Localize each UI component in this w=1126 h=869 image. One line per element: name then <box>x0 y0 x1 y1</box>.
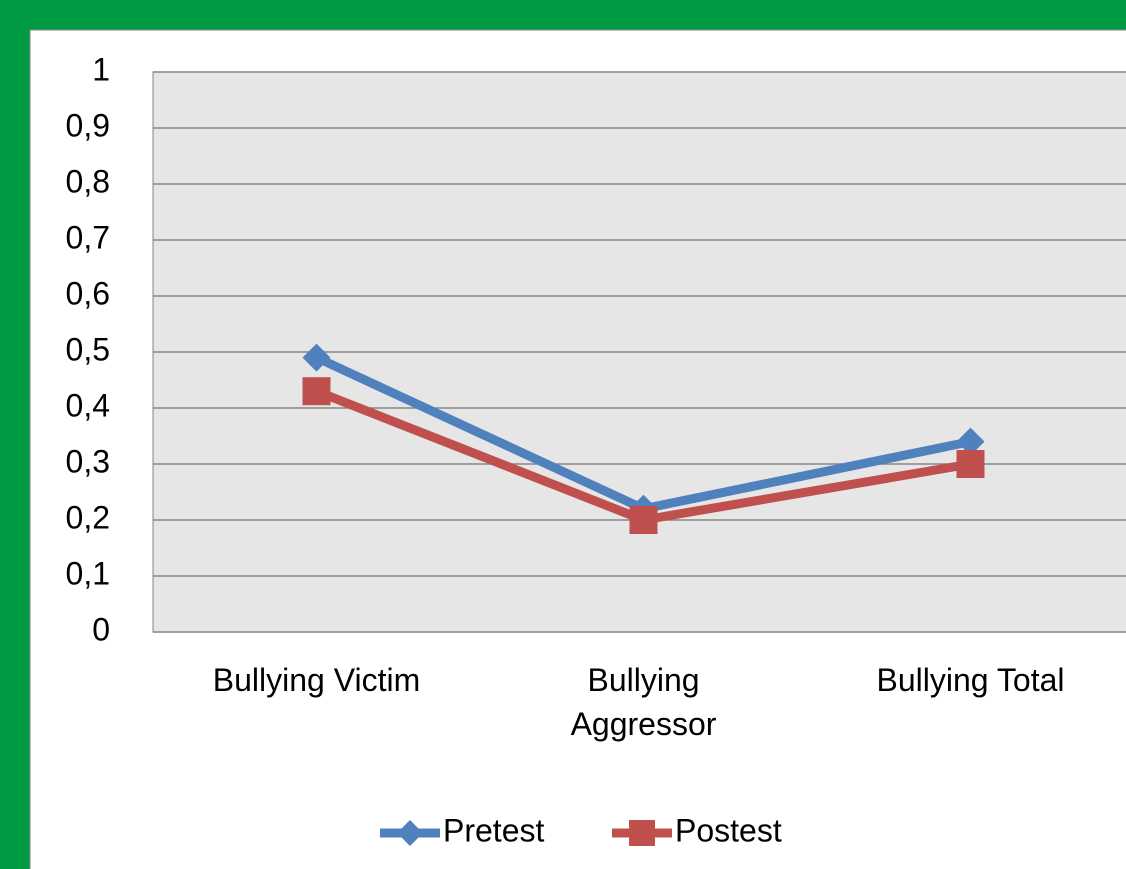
y-tick-label: 0,3 <box>66 443 110 479</box>
legend-label: Pretest <box>443 812 544 848</box>
marker <box>956 427 985 456</box>
y-tick-label: 1 <box>92 51 110 87</box>
marker <box>397 820 423 846</box>
x-tick-label: Bullying Aggressor <box>570 662 717 742</box>
legend-label: Postest <box>675 812 782 848</box>
marker <box>302 343 331 372</box>
y-tick-label: 0,9 <box>66 107 110 143</box>
y-tick-label: 0,2 <box>66 499 110 535</box>
x-tick-label: Bullying Total <box>876 662 1065 698</box>
marker <box>629 506 658 534</box>
y-tick-label: 0,5 <box>66 331 110 367</box>
marker <box>629 820 655 846</box>
y-tick-label: 0,6 <box>66 275 110 311</box>
marker <box>302 377 331 406</box>
y-tick-label: 0,1 <box>66 555 110 591</box>
y-tick-label: 0,4 <box>66 387 110 423</box>
y-tick-label: 0 <box>92 611 110 647</box>
y-tick-label: 0,8 <box>66 163 110 199</box>
x-tick-label: Bullying Victim <box>212 662 421 698</box>
marker <box>956 450 985 478</box>
y-tick-label: 0,7 <box>66 219 110 255</box>
